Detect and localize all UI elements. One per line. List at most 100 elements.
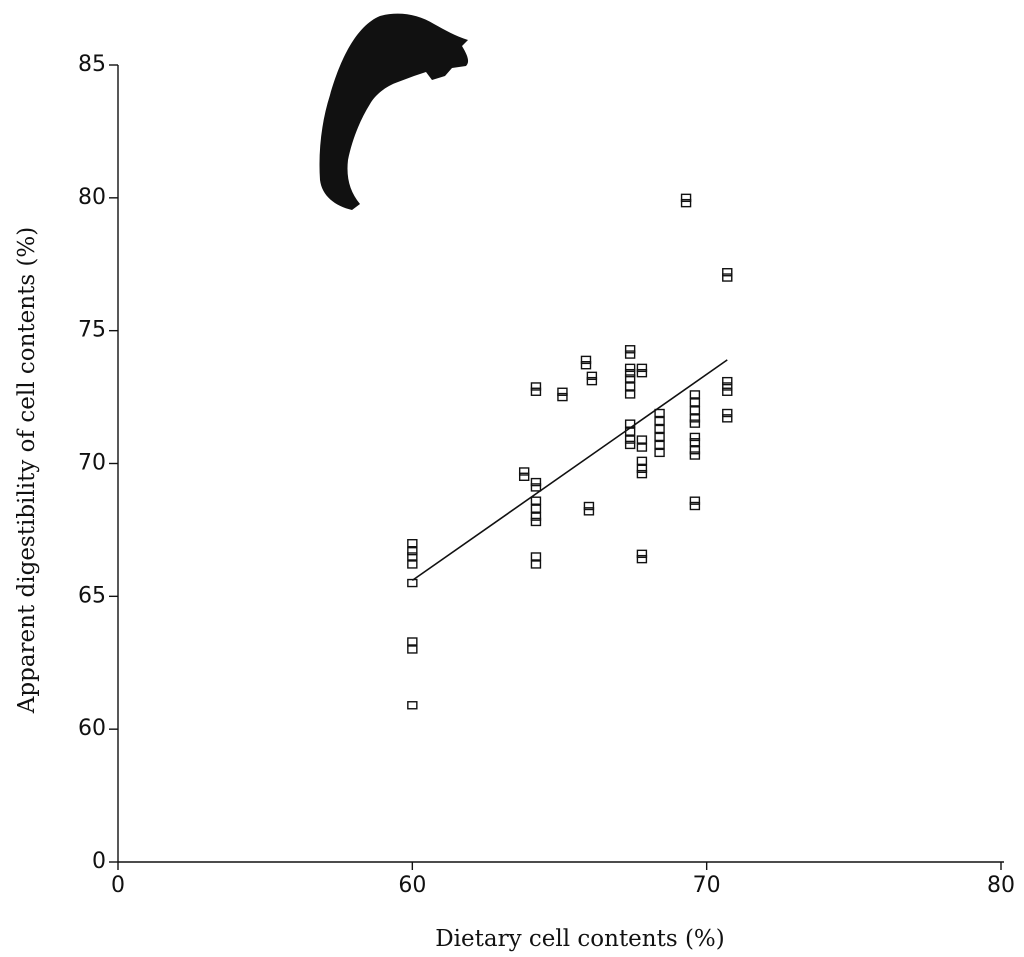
point-box	[583, 507, 595, 516]
point-box	[624, 374, 636, 383]
point	[654, 416, 665, 426]
point	[636, 435, 648, 444]
point-box	[557, 387, 568, 396]
point-box	[680, 198, 692, 208]
point	[518, 472, 530, 481]
point	[586, 376, 598, 386]
point	[624, 382, 636, 391]
point	[722, 387, 733, 396]
point-box	[530, 552, 542, 561]
point-box	[689, 390, 701, 399]
point-box	[722, 387, 733, 396]
point-box	[586, 376, 598, 386]
point-box	[654, 408, 665, 418]
point	[689, 414, 701, 423]
point-box	[407, 546, 418, 556]
point-box	[530, 382, 542, 391]
point-box	[580, 361, 592, 370]
point	[689, 501, 701, 511]
point	[407, 578, 418, 588]
x-tick-label: 80	[987, 873, 1015, 898]
point	[624, 374, 636, 383]
point	[722, 376, 733, 386]
point-box	[722, 273, 733, 282]
point-box	[530, 504, 542, 513]
point-box	[518, 472, 530, 481]
point-box	[530, 496, 542, 505]
y-tick-label: 70	[78, 451, 106, 476]
point-box	[689, 398, 701, 407]
point-box	[586, 371, 598, 381]
point	[407, 701, 418, 710]
animal-silhouette	[319, 13, 469, 210]
point	[654, 424, 665, 434]
point	[624, 368, 636, 378]
point-box	[530, 560, 542, 569]
point-box	[624, 345, 636, 354]
point	[530, 517, 542, 527]
point-box	[407, 560, 418, 569]
y-tick-label: 80	[78, 185, 106, 210]
point	[722, 268, 733, 277]
point-box	[654, 440, 665, 450]
point-box	[636, 469, 648, 479]
y-tick-label: 0	[92, 849, 106, 874]
point-box	[407, 552, 418, 561]
point-box	[722, 408, 733, 418]
y-tick-label: 75	[78, 318, 106, 343]
point-box	[530, 477, 542, 487]
point-box	[624, 440, 636, 450]
point-box	[636, 456, 648, 466]
trendline	[411, 359, 728, 582]
point-box	[689, 446, 701, 455]
point	[689, 438, 701, 447]
point	[689, 451, 701, 460]
point	[689, 398, 701, 407]
point-box	[583, 501, 595, 511]
point-box	[624, 350, 636, 359]
point	[636, 469, 648, 479]
point	[624, 435, 636, 444]
point	[530, 512, 542, 521]
point	[689, 496, 701, 505]
point	[530, 560, 542, 569]
point-box	[654, 448, 665, 458]
point	[722, 382, 733, 391]
point-box	[530, 512, 542, 521]
point	[689, 390, 701, 399]
point	[407, 539, 418, 548]
point-box	[654, 432, 665, 442]
x-axis-label: Dietary cell contents (%)	[435, 926, 725, 952]
point	[624, 345, 636, 354]
point-box	[530, 517, 542, 527]
point	[407, 560, 418, 569]
point	[518, 467, 530, 476]
point	[654, 408, 665, 418]
point-box	[407, 701, 418, 710]
point-box	[624, 435, 636, 444]
point	[636, 363, 648, 373]
point	[722, 273, 733, 282]
point	[689, 432, 701, 442]
point-box	[722, 268, 733, 277]
point-box	[624, 368, 636, 378]
point	[557, 392, 568, 402]
point-box	[689, 432, 701, 442]
point	[530, 552, 542, 561]
point-box	[624, 390, 636, 399]
point	[407, 546, 418, 556]
point	[530, 387, 542, 396]
point	[624, 390, 636, 399]
x-tick-label: 70	[693, 873, 721, 898]
point	[407, 645, 418, 654]
point-box	[636, 363, 648, 373]
y-tick-label: 65	[78, 583, 106, 608]
point-box	[407, 637, 418, 646]
point-box	[654, 424, 665, 434]
point-box	[636, 435, 648, 444]
point	[689, 419, 701, 428]
point	[636, 464, 648, 474]
point-box	[624, 382, 636, 391]
